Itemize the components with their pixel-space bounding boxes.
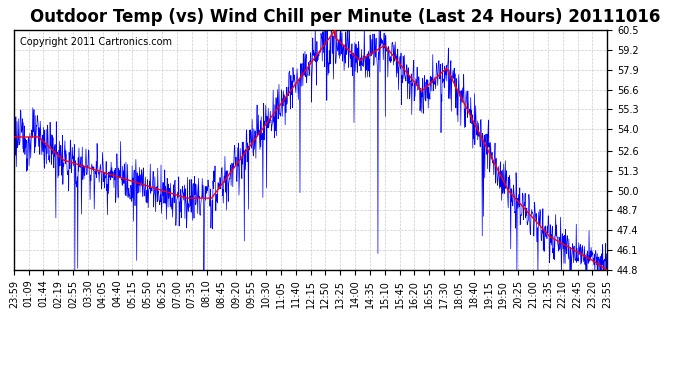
Text: Outdoor Temp (vs) Wind Chill per Minute (Last 24 Hours) 20111016: Outdoor Temp (vs) Wind Chill per Minute …	[30, 8, 660, 26]
Text: Copyright 2011 Cartronics.com: Copyright 2011 Cartronics.com	[20, 37, 172, 47]
